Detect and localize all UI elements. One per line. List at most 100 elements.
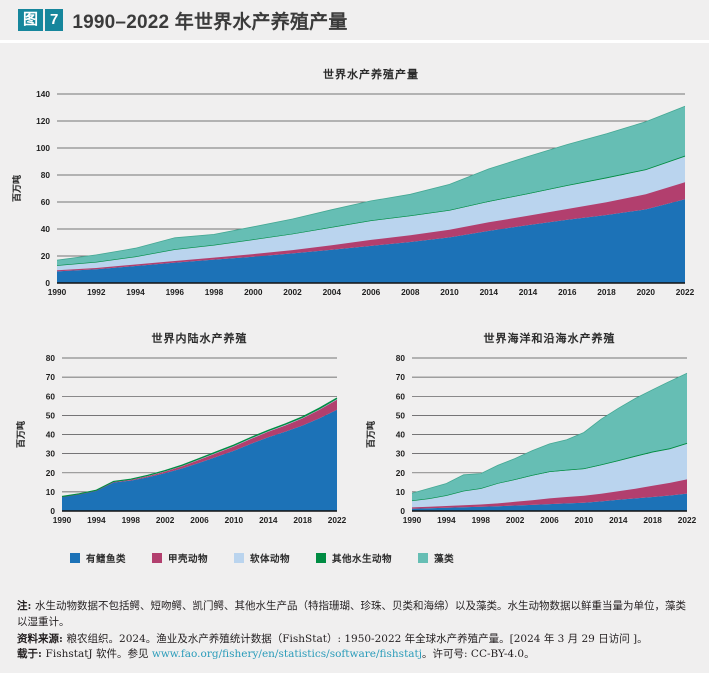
svg-text:1990: 1990	[403, 515, 422, 525]
fishstatj-link[interactable]: www.fao.org/fishery/en/statistics/softwa…	[151, 648, 423, 661]
svg-text:2020: 2020	[637, 287, 656, 297]
svg-text:2018: 2018	[643, 515, 662, 525]
chart-title-inland: 世界内陆水产养殖	[151, 333, 248, 345]
svg-text:2006: 2006	[362, 287, 381, 297]
note-label: 注:	[17, 600, 36, 612]
chart-title-world: 世界水产养殖产量	[323, 69, 419, 81]
svg-text:10: 10	[396, 487, 406, 497]
svg-text:百万吨: 百万吨	[15, 421, 26, 448]
svg-text:2014: 2014	[609, 515, 628, 525]
hosted-post: 。许可号: CC-BY-4.0。	[422, 648, 535, 661]
hosted-pre: FishstatJ 软件。参见	[45, 648, 152, 661]
svg-text:2008: 2008	[401, 287, 420, 297]
svg-text:2002: 2002	[506, 515, 525, 525]
hosted-label: 载于:	[17, 648, 46, 661]
legend-item-finfish: 有鳍鱼类	[70, 551, 126, 565]
svg-text:1992: 1992	[87, 287, 106, 297]
legend: 有鳍鱼类 甲壳动物 软体动物 其他水生动物 藻类	[70, 551, 454, 565]
svg-text:80: 80	[396, 353, 406, 363]
legend-label: 其他水生动物	[332, 554, 393, 565]
svg-text:1998: 1998	[472, 515, 491, 525]
svg-text:2002: 2002	[156, 515, 175, 525]
algae-swatch-icon	[418, 553, 429, 563]
inland-aquaculture-chart: 0 10 20 30 40 50 60 70 80 1990 1994 1998 2002 2006 201…	[15, 353, 347, 525]
svg-text:1990: 1990	[53, 515, 72, 525]
legend-label: 软体动物	[250, 554, 291, 565]
svg-text:20: 20	[41, 251, 51, 261]
svg-text:2004: 2004	[323, 287, 342, 297]
svg-text:2022: 2022	[678, 515, 697, 525]
world-aquaculture-chart: 0 20 40 60 80 100 120 140 1990 1992 1994 1996 1998 20…	[11, 89, 695, 297]
figure-badge-number: 7	[45, 9, 64, 31]
svg-text:120: 120	[36, 116, 50, 126]
crustaceans-swatch-icon	[152, 553, 163, 563]
svg-text:80: 80	[46, 353, 56, 363]
svg-text:2006: 2006	[540, 515, 559, 525]
svg-text:30: 30	[46, 449, 56, 459]
svg-text:2010: 2010	[440, 287, 459, 297]
legend-label: 有鳍鱼类	[86, 554, 127, 565]
legend-label: 甲壳动物	[168, 554, 209, 565]
svg-text:2010: 2010	[225, 515, 244, 525]
chart-title-marine: 世界海洋和沿海水产养殖	[483, 333, 616, 345]
legend-label: 藻类	[434, 554, 455, 565]
svg-text:2014: 2014	[519, 287, 538, 297]
svg-text:2006: 2006	[190, 515, 209, 525]
source-paragraph: 资料来源: 粮农组织。2024。渔业及水产养殖统计数据（FishStat）: 1…	[17, 632, 694, 648]
svg-text:1998: 1998	[205, 287, 224, 297]
figure-badge-label: 图	[18, 9, 44, 31]
source-text: 粮农组织。2024。渔业及水产养殖统计数据（FishStat）: 1950-20…	[66, 632, 648, 645]
svg-text:70: 70	[396, 372, 406, 382]
legend-item-other-aquatic: 其他水生动物	[316, 551, 392, 565]
svg-text:2022: 2022	[328, 515, 347, 525]
svg-text:140: 140	[36, 89, 50, 99]
legend-item-crustaceans: 甲壳动物	[152, 551, 208, 565]
other-aquatic-swatch-icon	[316, 553, 327, 563]
svg-text:60: 60	[41, 197, 51, 207]
figure-title: 1990–2022 年世界水产养殖产量	[72, 11, 348, 33]
svg-text:2014: 2014	[259, 515, 278, 525]
svg-text:2022: 2022	[676, 287, 695, 297]
svg-text:60: 60	[46, 391, 56, 401]
svg-text:百万吨: 百万吨	[365, 421, 376, 448]
svg-text:2002: 2002	[283, 287, 302, 297]
svg-text:40: 40	[46, 430, 56, 440]
svg-text:50: 50	[396, 410, 406, 420]
figure-header: 图 7 1990–2022 年世界水产养殖产量	[0, 0, 709, 43]
svg-text:0: 0	[400, 506, 405, 516]
svg-text:40: 40	[41, 224, 51, 234]
svg-text:0: 0	[50, 506, 55, 516]
svg-text:60: 60	[396, 391, 406, 401]
svg-text:1996: 1996	[166, 287, 185, 297]
svg-text:2010: 2010	[575, 515, 594, 525]
svg-text:30: 30	[396, 449, 406, 459]
svg-text:1998: 1998	[122, 515, 141, 525]
svg-text:80: 80	[41, 170, 51, 180]
note-text: 水生动物数据不包括鳄、短吻鳄、凯门鳄、其他水生产品（特指珊瑚、珍珠、贝类和海绵）…	[17, 600, 687, 628]
finfish-swatch-icon	[70, 553, 80, 563]
legend-item-molluscs: 软体动物	[234, 551, 290, 565]
figure-badge: 图 7	[18, 9, 64, 31]
svg-text:70: 70	[46, 372, 56, 382]
svg-text:0: 0	[45, 278, 50, 288]
svg-text:10: 10	[46, 487, 56, 497]
svg-text:20: 20	[46, 468, 56, 478]
svg-text:1994: 1994	[126, 287, 145, 297]
svg-text:2014: 2014	[480, 287, 499, 297]
svg-text:2018: 2018	[293, 515, 312, 525]
molluscs-swatch-icon	[234, 553, 245, 563]
svg-text:2000: 2000	[244, 287, 263, 297]
svg-text:40: 40	[396, 430, 406, 440]
figure-notes: 注: 水生动物数据不包括鳄、短吻鳄、凯门鳄、其他水生产品（特指珊瑚、珍珠、贝类和…	[17, 599, 694, 663]
marine-aquaculture-chart: 0 10 20 30 40 50 60 70 80 1990 1994 1998 2002 2006 201…	[365, 353, 697, 525]
svg-text:2018: 2018	[597, 287, 616, 297]
note-paragraph: 注: 水生动物数据不包括鳄、短吻鳄、凯门鳄、其他水生产品（特指珊瑚、珍珠、贝类和…	[17, 599, 694, 631]
svg-text:1994: 1994	[437, 515, 456, 525]
svg-text:20: 20	[396, 468, 406, 478]
hosted-paragraph: 载于: FishstatJ 软件。参见 www.fao.org/fishery/…	[17, 647, 694, 663]
svg-text:1990: 1990	[48, 287, 67, 297]
svg-text:1994: 1994	[87, 515, 106, 525]
svg-text:100: 100	[36, 143, 50, 153]
svg-text:2016: 2016	[558, 287, 577, 297]
